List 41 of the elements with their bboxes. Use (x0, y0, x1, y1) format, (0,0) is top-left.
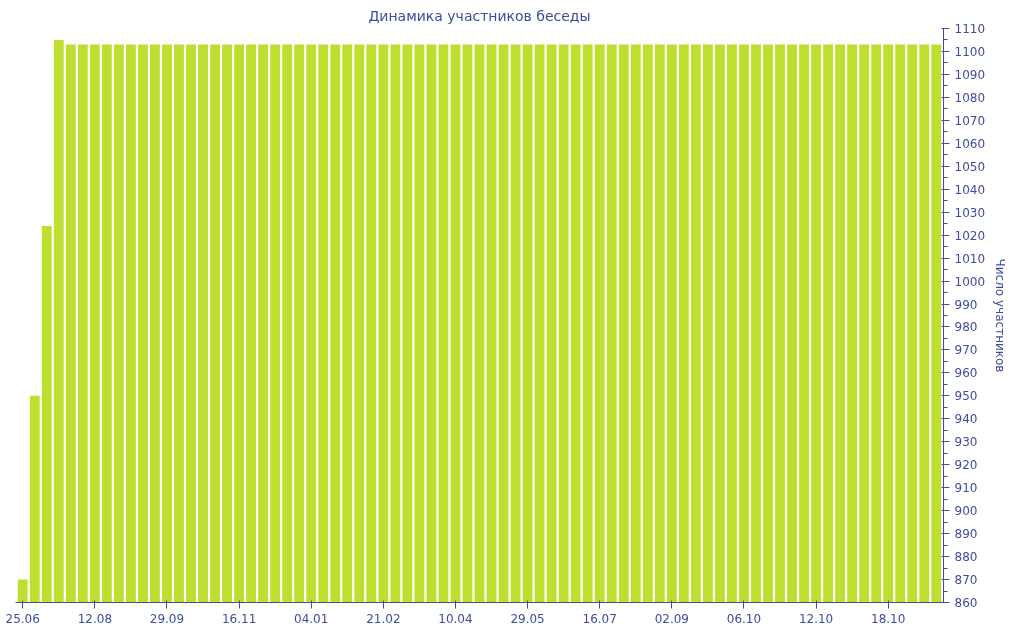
y-tick-label: 1010 (954, 251, 986, 266)
y-tick-label: 900 (954, 504, 978, 519)
x-tick-label: 16.07 (582, 611, 617, 626)
x-tick-label: 29.05 (510, 611, 545, 626)
y-tick-label: 880 (954, 550, 978, 565)
x-tick-label: 12.10 (798, 611, 834, 626)
y-tick-label: 870 (954, 573, 978, 588)
y-tick-label: 1100 (954, 44, 986, 59)
x-tick-label: 16.11 (221, 611, 257, 626)
chart-title: Динамика участников беседы (368, 7, 591, 24)
y-tick-label: 860 (954, 596, 978, 610)
y-tick-label: 1110 (954, 22, 986, 36)
y-tick-label: 980 (954, 320, 978, 335)
y-axis-title: Число участников (993, 258, 1008, 373)
y-tick-label: 1040 (954, 182, 986, 197)
y-tick-label: 890 (954, 527, 978, 542)
y-tick-label: 1060 (954, 136, 986, 151)
y-tick-label: 940 (954, 412, 978, 427)
y-tick-label: 990 (954, 297, 978, 312)
y-tick-label: 1020 (954, 228, 986, 243)
x-tick-label: 21.02 (366, 611, 401, 626)
y-tick-label: 970 (954, 343, 978, 358)
x-tick-label: 12.08 (77, 611, 113, 626)
x-tick-label: 04.01 (294, 611, 329, 626)
y-tick-label: 950 (954, 389, 978, 404)
x-tick-label: 18.10 (871, 611, 906, 626)
y-tick-label: 920 (954, 458, 978, 473)
x-tick-label: 25.06 (5, 611, 40, 626)
y-tick-label: 1080 (954, 90, 986, 105)
y-tick-label: 1050 (954, 159, 986, 174)
y-tick-label: 1090 (954, 67, 986, 82)
x-tick-label: 10.04 (438, 611, 473, 626)
x-tick-label: 02.09 (654, 611, 690, 626)
x-tick-label: 29.09 (149, 611, 185, 626)
y-tick-label: 1030 (954, 205, 986, 220)
y-tick-label: 1000 (954, 274, 986, 289)
y-tick-label: 960 (954, 366, 978, 381)
y-tick-label: 910 (954, 481, 978, 496)
y-tick-label: 930 (954, 435, 978, 450)
y-tick-label: 1070 (954, 113, 986, 128)
x-tick-label: 06.10 (726, 611, 762, 626)
